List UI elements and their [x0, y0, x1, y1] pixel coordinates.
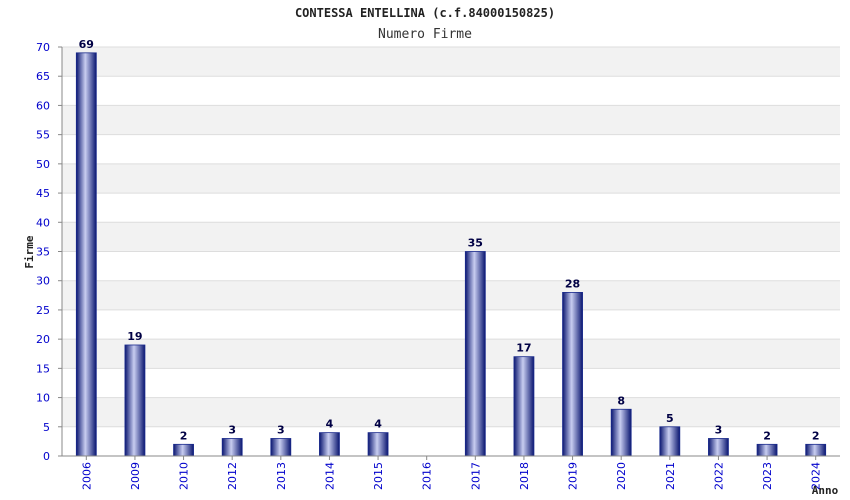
x-tick-label-2010: 2010 — [178, 462, 191, 490]
bar-2009 — [124, 344, 146, 457]
y-tick-label: 50 — [36, 158, 50, 171]
y-tick-label: 70 — [36, 41, 50, 54]
chart-title: CONTESSA ENTELLINA (c.f.84000150825) — [295, 6, 555, 20]
bar-2014 — [319, 432, 340, 457]
y-tick-label: 0 — [43, 450, 50, 463]
y-tick-label: 30 — [36, 275, 50, 288]
grid-band — [62, 163, 840, 194]
grid-band — [62, 47, 840, 77]
grid-band — [62, 134, 840, 164]
data-label-2019: 28 — [565, 277, 580, 290]
y-tick-label: 35 — [36, 246, 50, 259]
grid-band — [62, 397, 840, 427]
data-label-2013: 3 — [277, 423, 285, 436]
y-tick-label: 20 — [36, 333, 50, 346]
data-label-2024: 2 — [812, 429, 820, 442]
data-label-2009: 19 — [127, 330, 142, 343]
grid-band — [62, 339, 840, 369]
data-label-2020: 8 — [617, 394, 625, 407]
data-label-2012: 3 — [228, 423, 236, 436]
data-label-2017: 35 — [468, 237, 483, 250]
y-axis-label: Firme — [23, 235, 36, 268]
bar-2024 — [805, 443, 827, 457]
grid-band — [62, 251, 840, 281]
grid-band — [62, 280, 840, 310]
bar-2017 — [464, 251, 486, 457]
bar-2013 — [270, 438, 292, 457]
y-tick-label: 65 — [36, 70, 50, 83]
bar-2015 — [367, 432, 389, 457]
x-tick-label-2016: 2016 — [421, 462, 434, 490]
x-tick-label-2012: 2012 — [226, 462, 239, 490]
grid-band — [62, 222, 840, 252]
bar-2023 — [756, 443, 778, 457]
bar-2010 — [173, 443, 194, 457]
y-tick-label: 40 — [36, 216, 50, 229]
bar-2006 — [75, 52, 97, 457]
y-tick-label: 45 — [36, 187, 50, 200]
data-label-2010: 2 — [180, 429, 188, 442]
x-tick-label-2006: 2006 — [80, 462, 93, 490]
bar-2020 — [610, 408, 632, 457]
y-tick-label: 55 — [36, 129, 50, 142]
x-tick-label-2018: 2018 — [518, 462, 531, 490]
data-label-2015: 4 — [374, 418, 382, 431]
bar-2012 — [221, 438, 243, 457]
data-label-2014: 4 — [326, 418, 334, 431]
y-tick-label: 5 — [43, 421, 50, 434]
chart-subtitle: Numero Firme — [378, 27, 472, 42]
bar-2021 — [659, 426, 681, 457]
x-tick-label-2023: 2023 — [761, 462, 774, 490]
data-label-2023: 2 — [763, 429, 771, 442]
x-tick-label-2019: 2019 — [567, 462, 580, 490]
y-tick-label: 15 — [36, 362, 50, 375]
data-label-2022: 3 — [715, 423, 723, 436]
x-tick-label-2014: 2014 — [323, 462, 336, 490]
x-tick-label-2021: 2021 — [664, 462, 677, 490]
x-tick-label-2020: 2020 — [615, 462, 628, 490]
x-axis-label: Anno — [812, 484, 839, 497]
bar-2022 — [708, 438, 729, 457]
x-tick-label-2017: 2017 — [469, 462, 482, 490]
data-label-2018: 17 — [516, 342, 531, 355]
grid-band — [62, 309, 840, 340]
grid-band — [62, 193, 840, 223]
y-tick-label: 25 — [36, 304, 50, 317]
bar-2019 — [562, 291, 583, 457]
x-tick-label-2022: 2022 — [712, 462, 725, 490]
x-tick-label-2024: 2024 — [810, 462, 823, 490]
y-tick-label: 60 — [36, 99, 50, 112]
x-tick-label-2015: 2015 — [372, 462, 385, 490]
bar-2018 — [513, 356, 535, 457]
grid-band — [62, 105, 840, 135]
grid-band — [62, 368, 840, 398]
grid-band — [62, 76, 840, 106]
data-label-2006: 69 — [79, 38, 94, 51]
x-tick-label-2013: 2013 — [275, 462, 288, 490]
data-label-2021: 5 — [666, 412, 674, 425]
x-tick-label-2009: 2009 — [129, 462, 142, 490]
y-tick-label: 10 — [36, 392, 50, 405]
